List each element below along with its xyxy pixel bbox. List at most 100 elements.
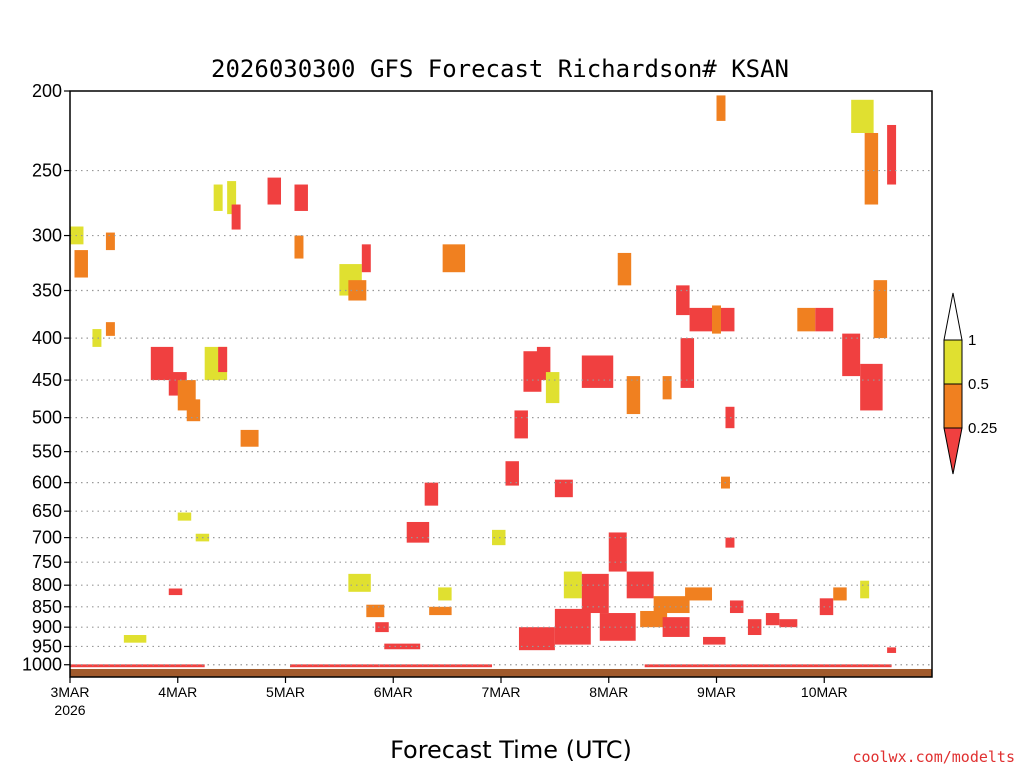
y-tick-label: 900 (32, 617, 62, 637)
legend-label: 0.25 (968, 420, 997, 437)
heatmap-cell (74, 250, 88, 278)
heatmap-cell (70, 664, 205, 668)
heatmap-cell (186, 399, 201, 422)
heatmap-cell (536, 346, 551, 381)
plot-frame (69, 90, 933, 678)
heatmap-cell (294, 235, 304, 259)
heatmap-cell (765, 613, 780, 626)
x-tick-label: 8MAR (589, 684, 628, 700)
heatmap-cell (294, 184, 308, 211)
heatmap-cell (779, 619, 798, 628)
ground-fill (70, 668, 932, 677)
heatmap-cell (680, 338, 695, 388)
y-tick-label: 350 (32, 280, 62, 300)
heatmap-cell (563, 571, 582, 599)
y-tick-label: 200 (32, 81, 62, 101)
heatmap-cell (366, 604, 385, 618)
heatmap-cell (240, 429, 259, 447)
heatmap-cells (70, 95, 897, 668)
heatmap-cell (833, 587, 847, 601)
heatmap-cell (725, 406, 735, 429)
heatmap-cell (406, 521, 430, 543)
heatmap-cell (720, 307, 735, 332)
heatmap-cell (168, 588, 183, 596)
y-tick-label: 600 (32, 473, 62, 493)
heatmap-cell (842, 333, 861, 377)
heatmap-cell (505, 461, 519, 486)
x-axis-label: Forecast Time (UTC) (390, 736, 632, 764)
heatmap-cell (429, 606, 452, 616)
heatmap-cell (644, 664, 892, 668)
heatmap-cell (860, 580, 870, 599)
heatmap-cell (379, 664, 493, 668)
y-tick-label: 650 (32, 501, 62, 521)
heatmap-cell (231, 204, 241, 230)
y-axis-ticks: 200 250 300 350 400 450 500 550 600 650 700 750 8008… (22, 81, 70, 675)
y-tick-label: 400 (32, 328, 62, 348)
heatmap-cell (887, 647, 897, 653)
heatmap-cell (626, 376, 641, 415)
heatmap-cell (267, 177, 282, 205)
heatmap-cell (815, 307, 834, 332)
y-tick-label: 300 (32, 226, 62, 246)
x-tick-label: 5MAR (266, 684, 305, 700)
heatmap-cell (725, 537, 735, 548)
legend-swatch (943, 383, 963, 429)
y-tick-label: 850 (32, 597, 62, 617)
heatmap-cell (492, 529, 506, 546)
heatmap-cell (213, 184, 223, 211)
heatmap-cell (685, 587, 713, 601)
heatmap-cell (716, 95, 726, 121)
x-tick-label: 4MAR (158, 684, 197, 700)
heatmap-cell (712, 305, 721, 334)
x-tick-sublabel: 2026 (54, 702, 85, 718)
y-tick-label: 750 (32, 552, 62, 572)
legend-swatch (943, 339, 963, 385)
legend-swatch-top (943, 292, 963, 341)
heatmap-cell (105, 232, 115, 251)
heatmap-cell (177, 512, 192, 521)
heatmap-cell (554, 479, 573, 498)
grid-lines (70, 169, 932, 666)
heatmap-cell (375, 622, 389, 633)
y-tick-label: 700 (32, 528, 62, 548)
heatmap-cell (689, 307, 717, 332)
y-tick-label: 1000 (22, 655, 62, 675)
y-tick-label: 500 (32, 408, 62, 428)
heatmap-cell (361, 244, 371, 273)
heatmap-cell (442, 244, 466, 273)
x-tick-label: 10MAR (801, 684, 848, 700)
credit-text: coolwx.com/modelts (852, 748, 1015, 766)
heatmap-cell (860, 363, 883, 411)
heatmap-cell (864, 132, 879, 205)
heatmap-cell (348, 573, 371, 592)
heatmap-cell (218, 346, 228, 373)
heatmap-cell (123, 635, 147, 643)
heatmap-cell (676, 285, 690, 316)
heatmap-cell (289, 664, 380, 668)
heatmap-cell (227, 181, 237, 215)
chart-title: 2026030300 GFS Forecast Richardson# KSAN (211, 55, 789, 83)
heatmap-cell (851, 99, 874, 133)
legend-label: 1 (968, 332, 976, 349)
heatmap-cell (819, 598, 834, 616)
heatmap-cell (887, 124, 897, 185)
x-tick-label: 6MAR (374, 684, 413, 700)
heatmap-cell (150, 346, 174, 381)
heatmap-cell (105, 322, 115, 336)
heatmap-cell (384, 643, 421, 650)
y-tick-label: 950 (32, 636, 62, 656)
heatmap-cell (626, 571, 654, 599)
legend-swatch-bottom (943, 427, 963, 475)
heatmap-cell (92, 329, 102, 347)
ground-layer (70, 668, 932, 677)
heatmap-cell (640, 610, 668, 628)
y-tick-label: 450 (32, 370, 62, 390)
x-tick-label: 9MAR (697, 684, 736, 700)
heatmap-cell (518, 627, 555, 651)
x-tick-label: 3MAR (51, 684, 90, 700)
heatmap-cell (617, 252, 632, 286)
heatmap-cell (581, 355, 614, 388)
legend: 1 0.5 0.25 (943, 292, 997, 475)
